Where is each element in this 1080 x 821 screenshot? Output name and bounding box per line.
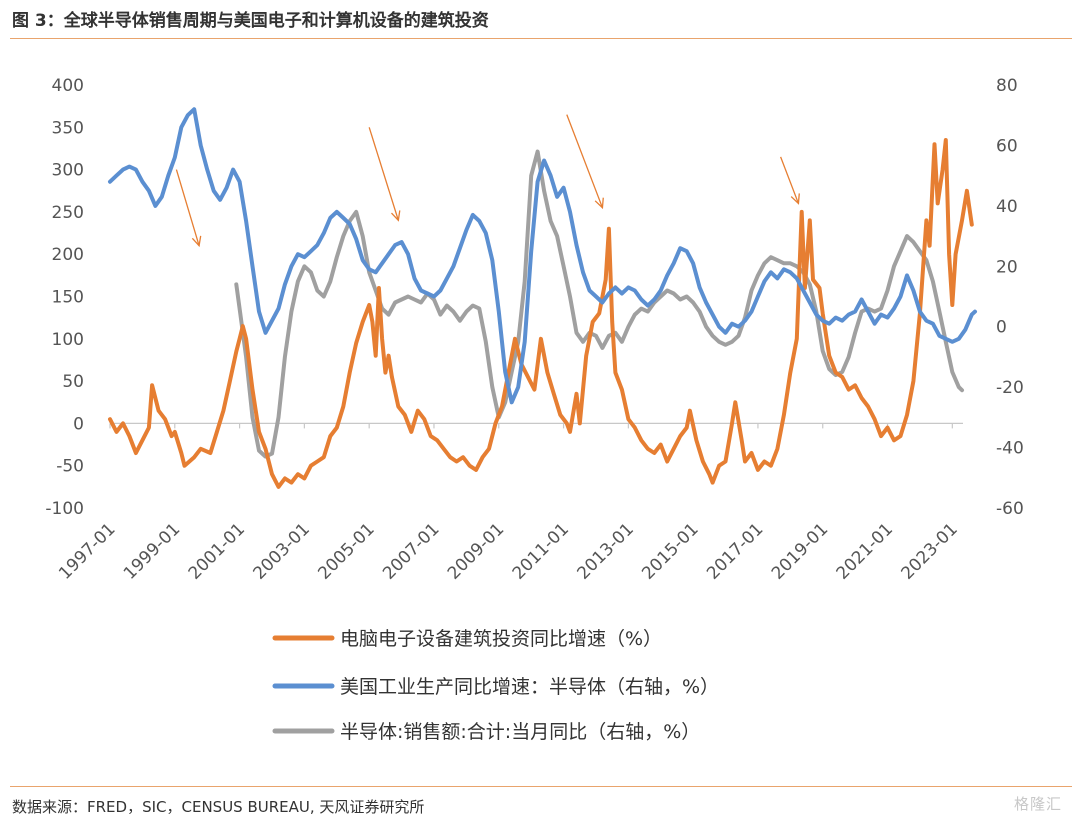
x-tick-label: 2011-01: [509, 519, 573, 583]
bottom-rule: [10, 786, 1072, 787]
x-tick-label: 2007-01: [379, 519, 443, 583]
right-tick-label: 0: [996, 318, 1007, 338]
top-rule: [10, 38, 1072, 39]
right-tick-label: -20: [996, 378, 1024, 398]
x-tick-label: 2015-01: [638, 519, 702, 583]
left-tick-label: 300: [52, 161, 84, 181]
right-tick-label: 40: [996, 197, 1018, 217]
x-tick-label: 2021-01: [833, 519, 897, 583]
left-tick-label: 200: [52, 245, 84, 265]
axes: 400350300250200150100500-50-100806040200…: [45, 76, 1023, 584]
series-layer: [108, 107, 977, 489]
chart: 400350300250200150100500-50-100806040200…: [45, 76, 1023, 743]
right-tick-label: -40: [996, 439, 1024, 459]
x-tick-label: 2019-01: [768, 519, 832, 583]
right-tick-label: 80: [996, 76, 1018, 96]
annotation-arrow: [566, 114, 604, 208]
left-tick-label: 250: [52, 203, 84, 223]
annotation-layer: [175, 114, 800, 248]
left-tick-label: -100: [45, 499, 84, 519]
series-line-1: [108, 107, 977, 405]
right-tick-label: -60: [996, 499, 1024, 519]
legend-label: 半导体:销售额:合计:当月同比（右轴，%）: [340, 721, 700, 743]
legend-label: 电脑电子设备建筑投资同比增速（%）: [340, 628, 662, 650]
x-tick-label: 1997-01: [55, 519, 119, 583]
left-tick-label: 150: [52, 288, 84, 308]
watermark-logo: 格隆汇: [1013, 795, 1062, 813]
x-tick-label: 2005-01: [314, 519, 378, 583]
figure-title: 图 3：全球半导体销售周期与美国电子和计算机设备的建筑投资: [12, 11, 489, 31]
annotation-arrowhead: [594, 197, 604, 210]
x-tick-label: 2003-01: [250, 519, 314, 583]
annotation-arrowhead: [790, 193, 800, 205]
x-tick-label: 2023-01: [897, 519, 961, 583]
annotation-arrowhead: [391, 210, 401, 222]
left-tick-label: 0: [73, 414, 84, 434]
x-tick-label: 2009-01: [444, 519, 508, 583]
legend-label: 美国工业生产同比增速：半导体（右轴，%）: [340, 676, 719, 698]
annotation-arrow: [368, 127, 399, 221]
x-tick-label: 2013-01: [574, 519, 638, 583]
left-tick-label: 100: [52, 330, 84, 350]
x-tick-label: 2001-01: [185, 519, 249, 583]
x-tick-label: 1999-01: [120, 519, 184, 583]
left-tick-label: -50: [56, 457, 84, 477]
series-line-0: [108, 138, 974, 489]
x-tick-label: 2017-01: [703, 519, 767, 583]
right-tick-label: 20: [996, 257, 1018, 277]
left-tick-label: 400: [52, 76, 84, 96]
annotation-arrowhead: [191, 235, 202, 248]
annotation-arrow: [780, 156, 800, 204]
annotation-arrow: [175, 169, 200, 246]
legend: 电脑电子设备建筑投资同比增速（%） 美国工业生产同比增速：半导体（右轴，%） 半导体…: [272, 628, 719, 743]
series-line-2: [234, 149, 964, 459]
right-tick-label: 60: [996, 136, 1018, 156]
source-note: 数据来源：FRED，SIC，CENSUS BUREAU, 天风证券研究所: [12, 798, 425, 816]
left-tick-label: 350: [52, 118, 84, 138]
left-tick-label: 50: [62, 372, 84, 392]
